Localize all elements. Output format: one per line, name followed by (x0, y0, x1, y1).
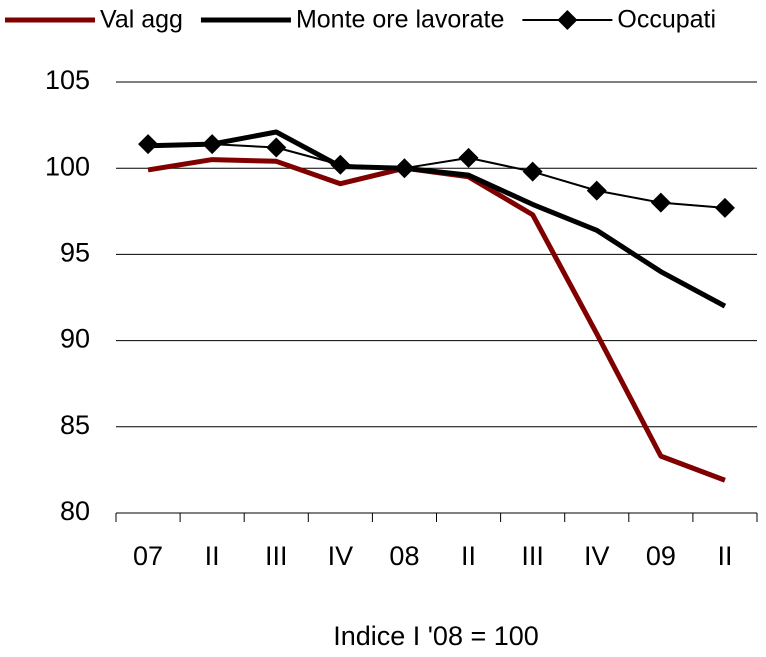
data-point (138, 134, 159, 155)
y-tick-label: 80 (60, 496, 90, 526)
x-tick-label: IV (584, 541, 610, 571)
x-tick-label: II (205, 541, 220, 571)
legend: Val agg Monte ore lavorate Occupati (5, 6, 716, 34)
x-tick-label: IV (328, 541, 354, 571)
legend-label: Val agg (100, 6, 183, 34)
data-point (458, 147, 479, 168)
x-tick-label: III (521, 541, 544, 571)
y-tick-label: 100 (45, 151, 90, 181)
data-point (714, 197, 735, 218)
legend-label: Occupati (617, 6, 716, 34)
x-axis-label: Indice I '08 = 100 (333, 621, 539, 651)
series-line (147, 129, 727, 309)
data-point (650, 192, 671, 213)
series-line (148, 143, 726, 209)
data-point (330, 154, 351, 175)
series-line (147, 157, 726, 483)
y-tick-label: 105 (45, 65, 90, 95)
x-tick-label: II (717, 541, 732, 571)
data-point (522, 161, 543, 182)
data-point (202, 134, 223, 155)
x-tick-label: III (265, 541, 288, 571)
x-tick-label: 07 (133, 541, 163, 571)
x-tick-label: II (461, 541, 476, 571)
data-point (394, 158, 415, 179)
x-tick-label: 08 (389, 541, 419, 571)
legend-label: Monte ore lavorate (296, 6, 504, 34)
legend-marker (557, 10, 578, 30)
y-tick-label: 90 (60, 324, 90, 354)
x-tick-label: 09 (646, 541, 676, 571)
data-point (266, 137, 287, 158)
y-tick-label: 85 (60, 410, 90, 440)
y-tick-label: 95 (60, 238, 90, 268)
data-point (586, 180, 607, 201)
